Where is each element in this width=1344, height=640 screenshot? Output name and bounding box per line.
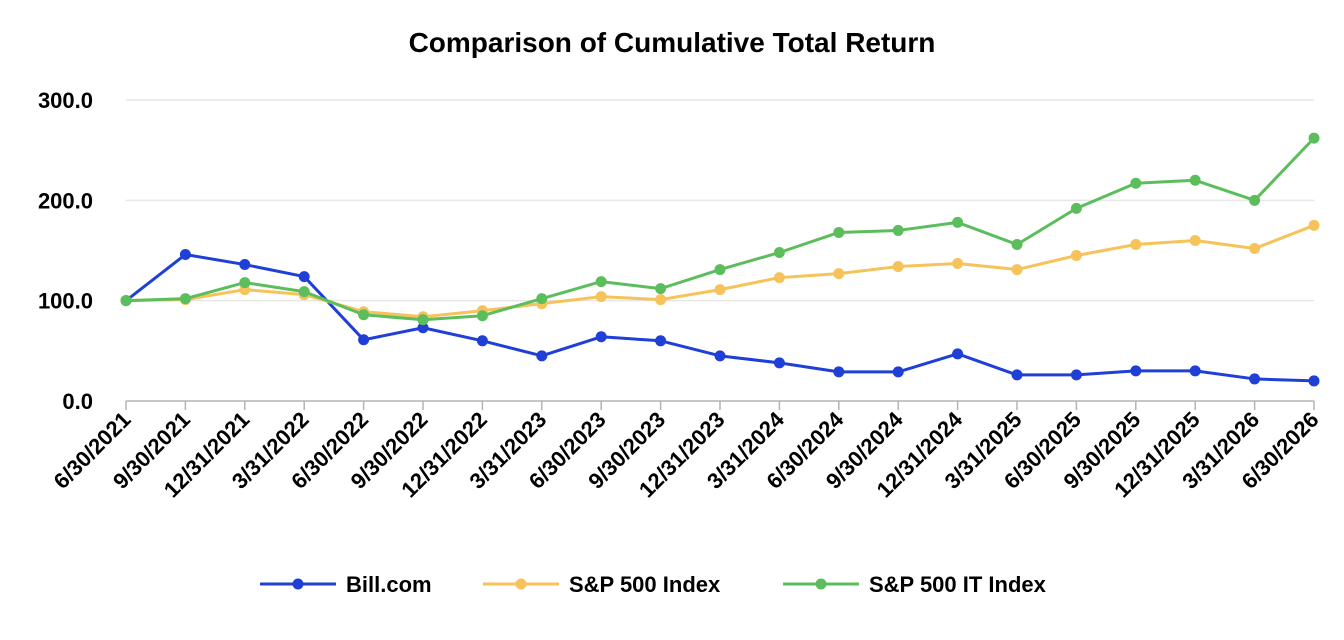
x-axis-labels: 6/30/20219/30/202112/31/20213/31/20226/3…: [49, 406, 1324, 502]
data-point: [714, 264, 726, 276]
y-tick-label: 0.0: [62, 389, 93, 414]
data-point: [358, 334, 370, 346]
data-point: [952, 348, 964, 360]
data-point: [1011, 238, 1023, 250]
data-point: [655, 335, 667, 347]
data-point: [714, 350, 726, 362]
y-axis: 0.0 100.0 200.0 300.0: [38, 88, 93, 414]
data-point: [1130, 177, 1142, 189]
data-point: [1130, 365, 1142, 377]
y-tick-label: 200.0: [38, 188, 93, 213]
data-point: [833, 226, 845, 238]
data-point: [655, 283, 667, 295]
series-2: [120, 132, 1320, 326]
data-point: [417, 322, 429, 334]
data-point: [833, 268, 845, 280]
data-point: [952, 216, 964, 228]
data-point: [1070, 369, 1082, 381]
data-point: [1011, 369, 1023, 381]
data-point: [358, 309, 370, 321]
data-point: [1308, 375, 1320, 387]
legend-label: S&P 500 Index: [569, 572, 721, 597]
data-point: [1189, 365, 1201, 377]
data-point: [1249, 194, 1261, 206]
data-point: [773, 357, 785, 369]
data-point: [536, 350, 548, 362]
data-point: [536, 293, 548, 305]
data-point: [773, 272, 785, 284]
data-point: [417, 314, 429, 326]
chart-title: Comparison of Cumulative Total Return: [409, 27, 936, 58]
y-tick-label: 300.0: [38, 88, 93, 113]
legend-marker: [515, 578, 527, 590]
data-point: [1189, 234, 1201, 246]
data-point: [1130, 238, 1142, 250]
data-point: [476, 335, 488, 347]
data-point: [1249, 373, 1261, 385]
y-tick-label: 100.0: [38, 289, 93, 314]
data-point: [476, 310, 488, 322]
data-point: [1308, 132, 1320, 144]
data-point: [892, 261, 904, 273]
data-point: [298, 286, 310, 298]
data-point: [1189, 174, 1201, 186]
series-0: [120, 249, 1320, 387]
data-point: [595, 331, 607, 343]
data-point: [714, 284, 726, 296]
legend-item: S&P 500 Index: [483, 572, 721, 597]
data-point: [239, 277, 251, 289]
data-point: [1308, 219, 1320, 231]
data-point: [773, 247, 785, 259]
data-point: [833, 366, 845, 378]
legend-item: Bill.com: [260, 572, 432, 597]
legend-marker: [815, 578, 827, 590]
data-point: [239, 259, 251, 271]
data-point: [179, 293, 191, 305]
data-point: [595, 291, 607, 303]
legend: Bill.com S&P 500 Index S&P 500 IT Index: [260, 572, 1047, 597]
data-point: [179, 249, 191, 261]
data-point: [298, 271, 310, 283]
data-point: [595, 276, 607, 288]
data-point: [120, 295, 132, 307]
series-group: [120, 132, 1320, 387]
x-axis: [125, 400, 1315, 410]
data-point: [655, 294, 667, 306]
data-point: [892, 366, 904, 378]
legend-marker: [292, 578, 304, 590]
data-point: [952, 258, 964, 270]
legend-item: S&P 500 IT Index: [783, 572, 1047, 597]
legend-label: S&P 500 IT Index: [869, 572, 1047, 597]
legend-label: Bill.com: [346, 572, 432, 597]
data-point: [892, 224, 904, 236]
data-point: [1070, 202, 1082, 214]
data-point: [1070, 250, 1082, 262]
data-point: [1011, 264, 1023, 276]
data-point: [1249, 242, 1261, 254]
